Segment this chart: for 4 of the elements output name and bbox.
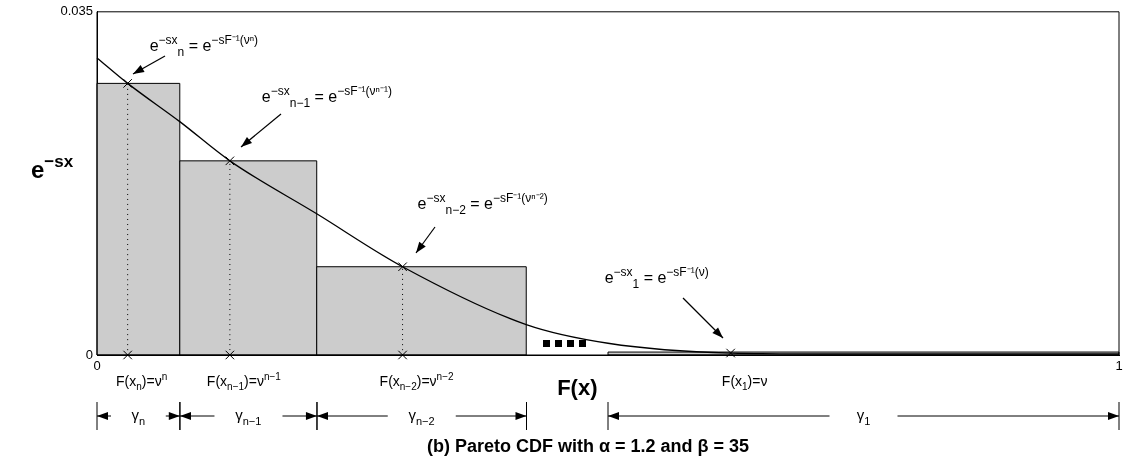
y-tick-label: 0.035 (60, 3, 93, 19)
x-tick-label: 1 (1115, 358, 1123, 374)
text: (b) Pareto CDF with α = 1.2 and β = 35 (426, 436, 750, 456)
x-axis-title: F(x) (557, 375, 598, 400)
